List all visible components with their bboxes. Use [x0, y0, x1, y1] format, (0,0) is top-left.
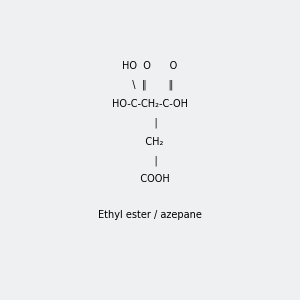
Text: COOH: COOH: [130, 174, 170, 184]
Text: Ethyl ester / azepane: Ethyl ester / azepane: [98, 209, 202, 220]
Text: |: |: [142, 118, 158, 128]
Text: HO-C-CH₂-C-OH: HO-C-CH₂-C-OH: [112, 99, 188, 109]
Text: HO  O      O: HO O O: [122, 61, 178, 71]
Text: \  ‖       ‖: \ ‖ ‖: [126, 80, 174, 90]
Text: CH₂: CH₂: [136, 136, 164, 147]
Text: |: |: [142, 155, 158, 166]
